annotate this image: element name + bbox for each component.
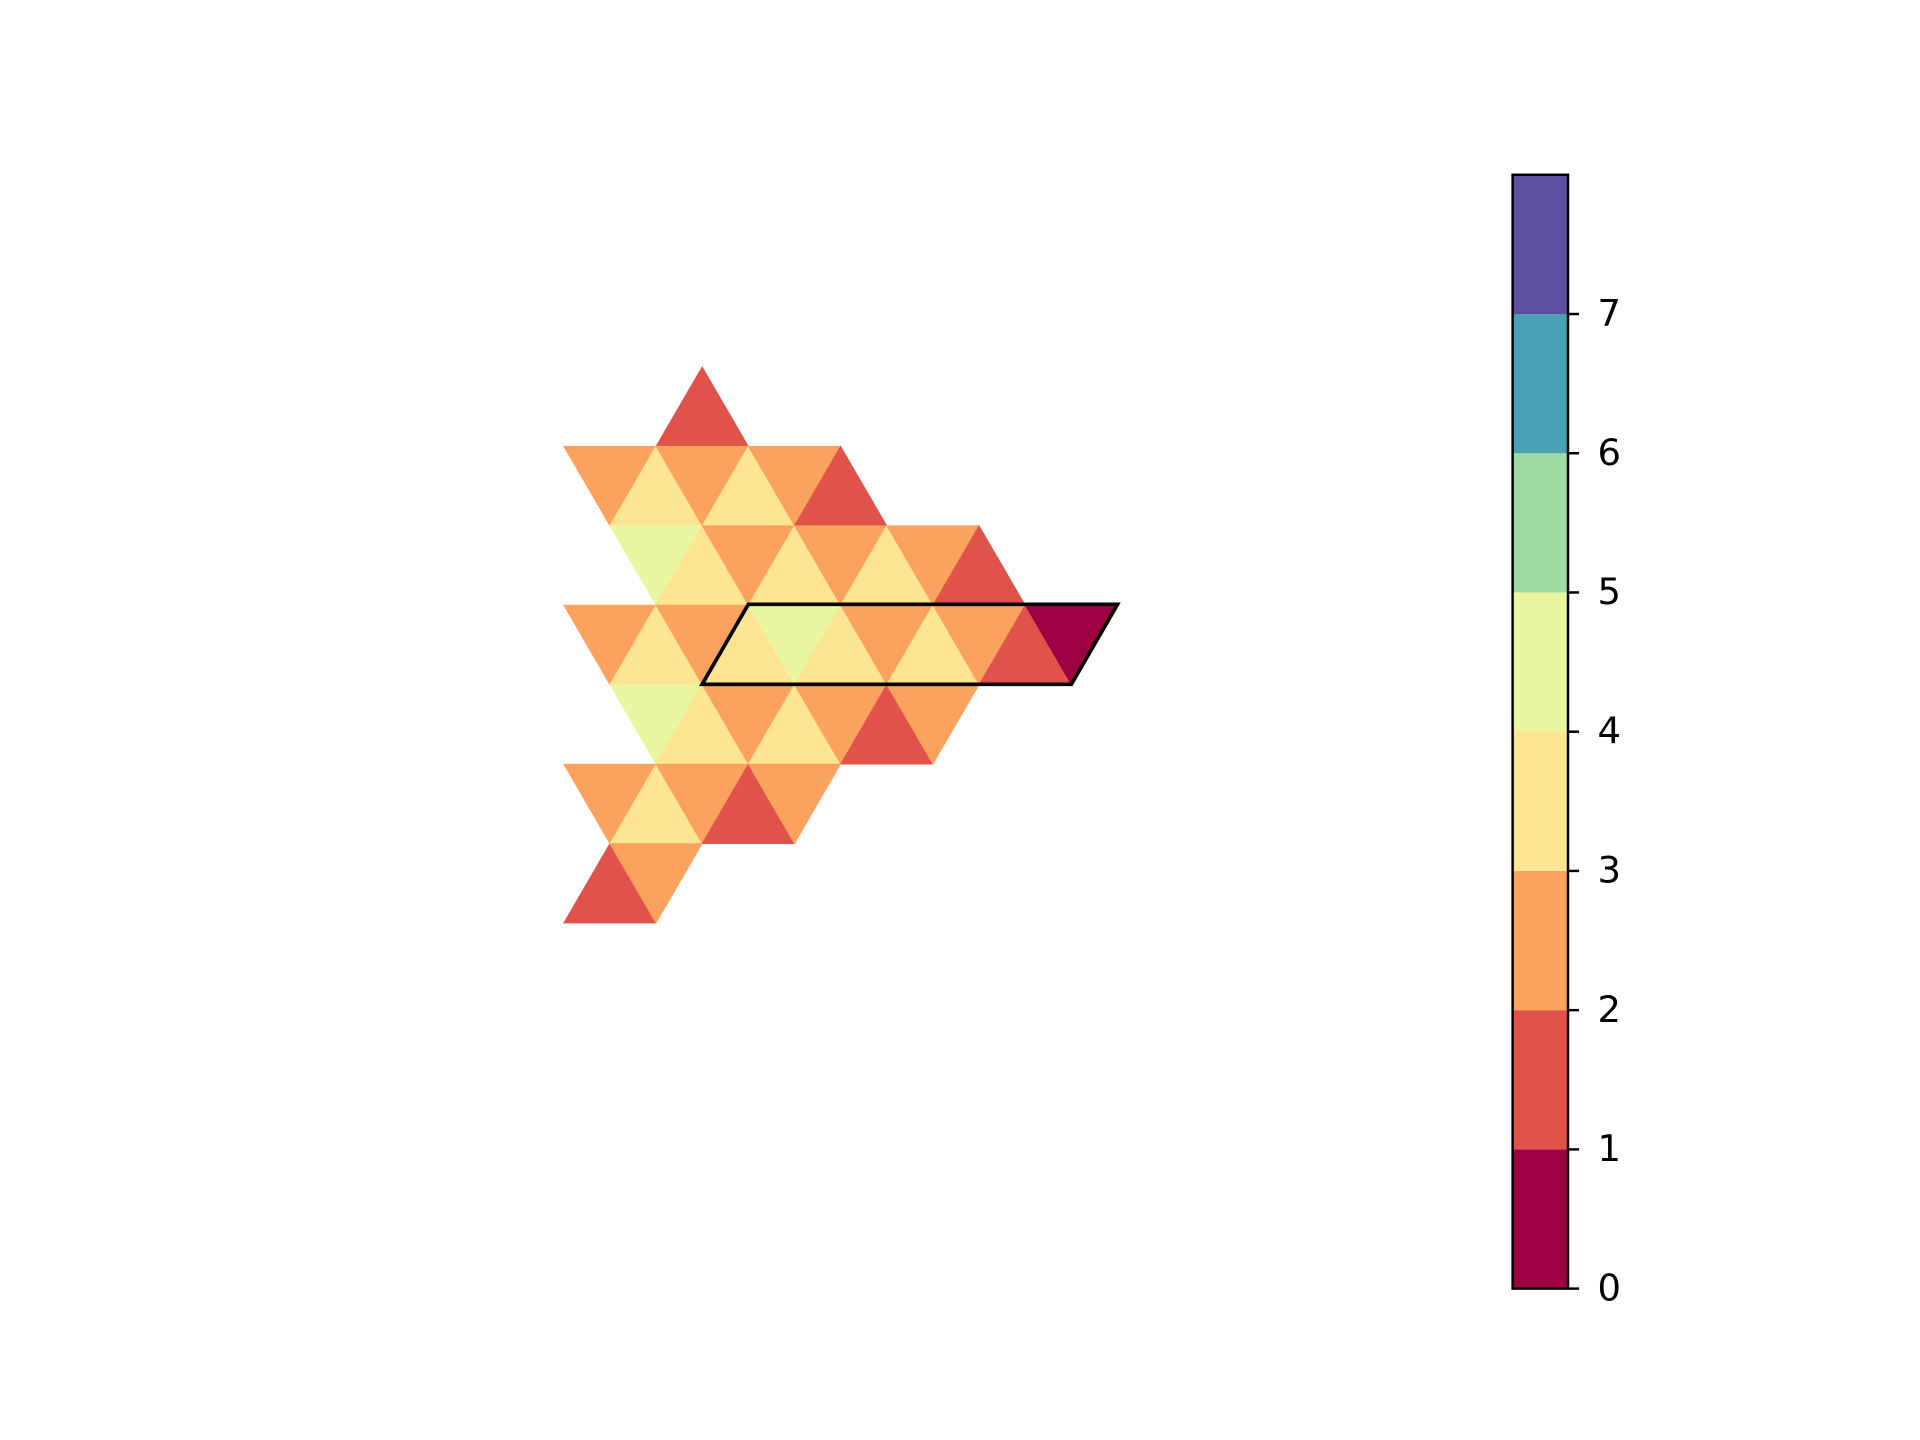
colorbar-segment: [1512, 174, 1568, 314]
colorbar-tick-label: 4: [1598, 709, 1621, 752]
highlight-outline: [698, 602, 1121, 687]
colorbar-segment: [1512, 1010, 1568, 1150]
colorbar-segment: [1512, 731, 1568, 871]
colorbar-segment: [1512, 870, 1568, 1011]
colorbar-tick-label: 1: [1598, 1127, 1621, 1170]
lattice: [563, 366, 1119, 924]
colorbar-segment: [1512, 453, 1568, 593]
triangle-cell: [655, 366, 749, 447]
colorbar: 0 1 2 3 4 5 6 7: [1511, 173, 1621, 1309]
colorbar-tick-label: 6: [1598, 431, 1621, 474]
colorbar-tick-label: 3: [1598, 849, 1621, 892]
colorbar-tick-label: 5: [1598, 570, 1621, 613]
triangle-cell: [747, 763, 842, 845]
colorbar-segment: [1512, 1149, 1568, 1289]
colorbar-tick-label: 0: [1598, 1266, 1621, 1309]
colorbar-tick-label: 2: [1598, 988, 1621, 1031]
colorbar-segment: [1512, 592, 1568, 732]
colorbar-segment: [1512, 314, 1568, 454]
colorbar-tick-label: 7: [1598, 292, 1621, 335]
triangle-cell: [609, 843, 703, 924]
